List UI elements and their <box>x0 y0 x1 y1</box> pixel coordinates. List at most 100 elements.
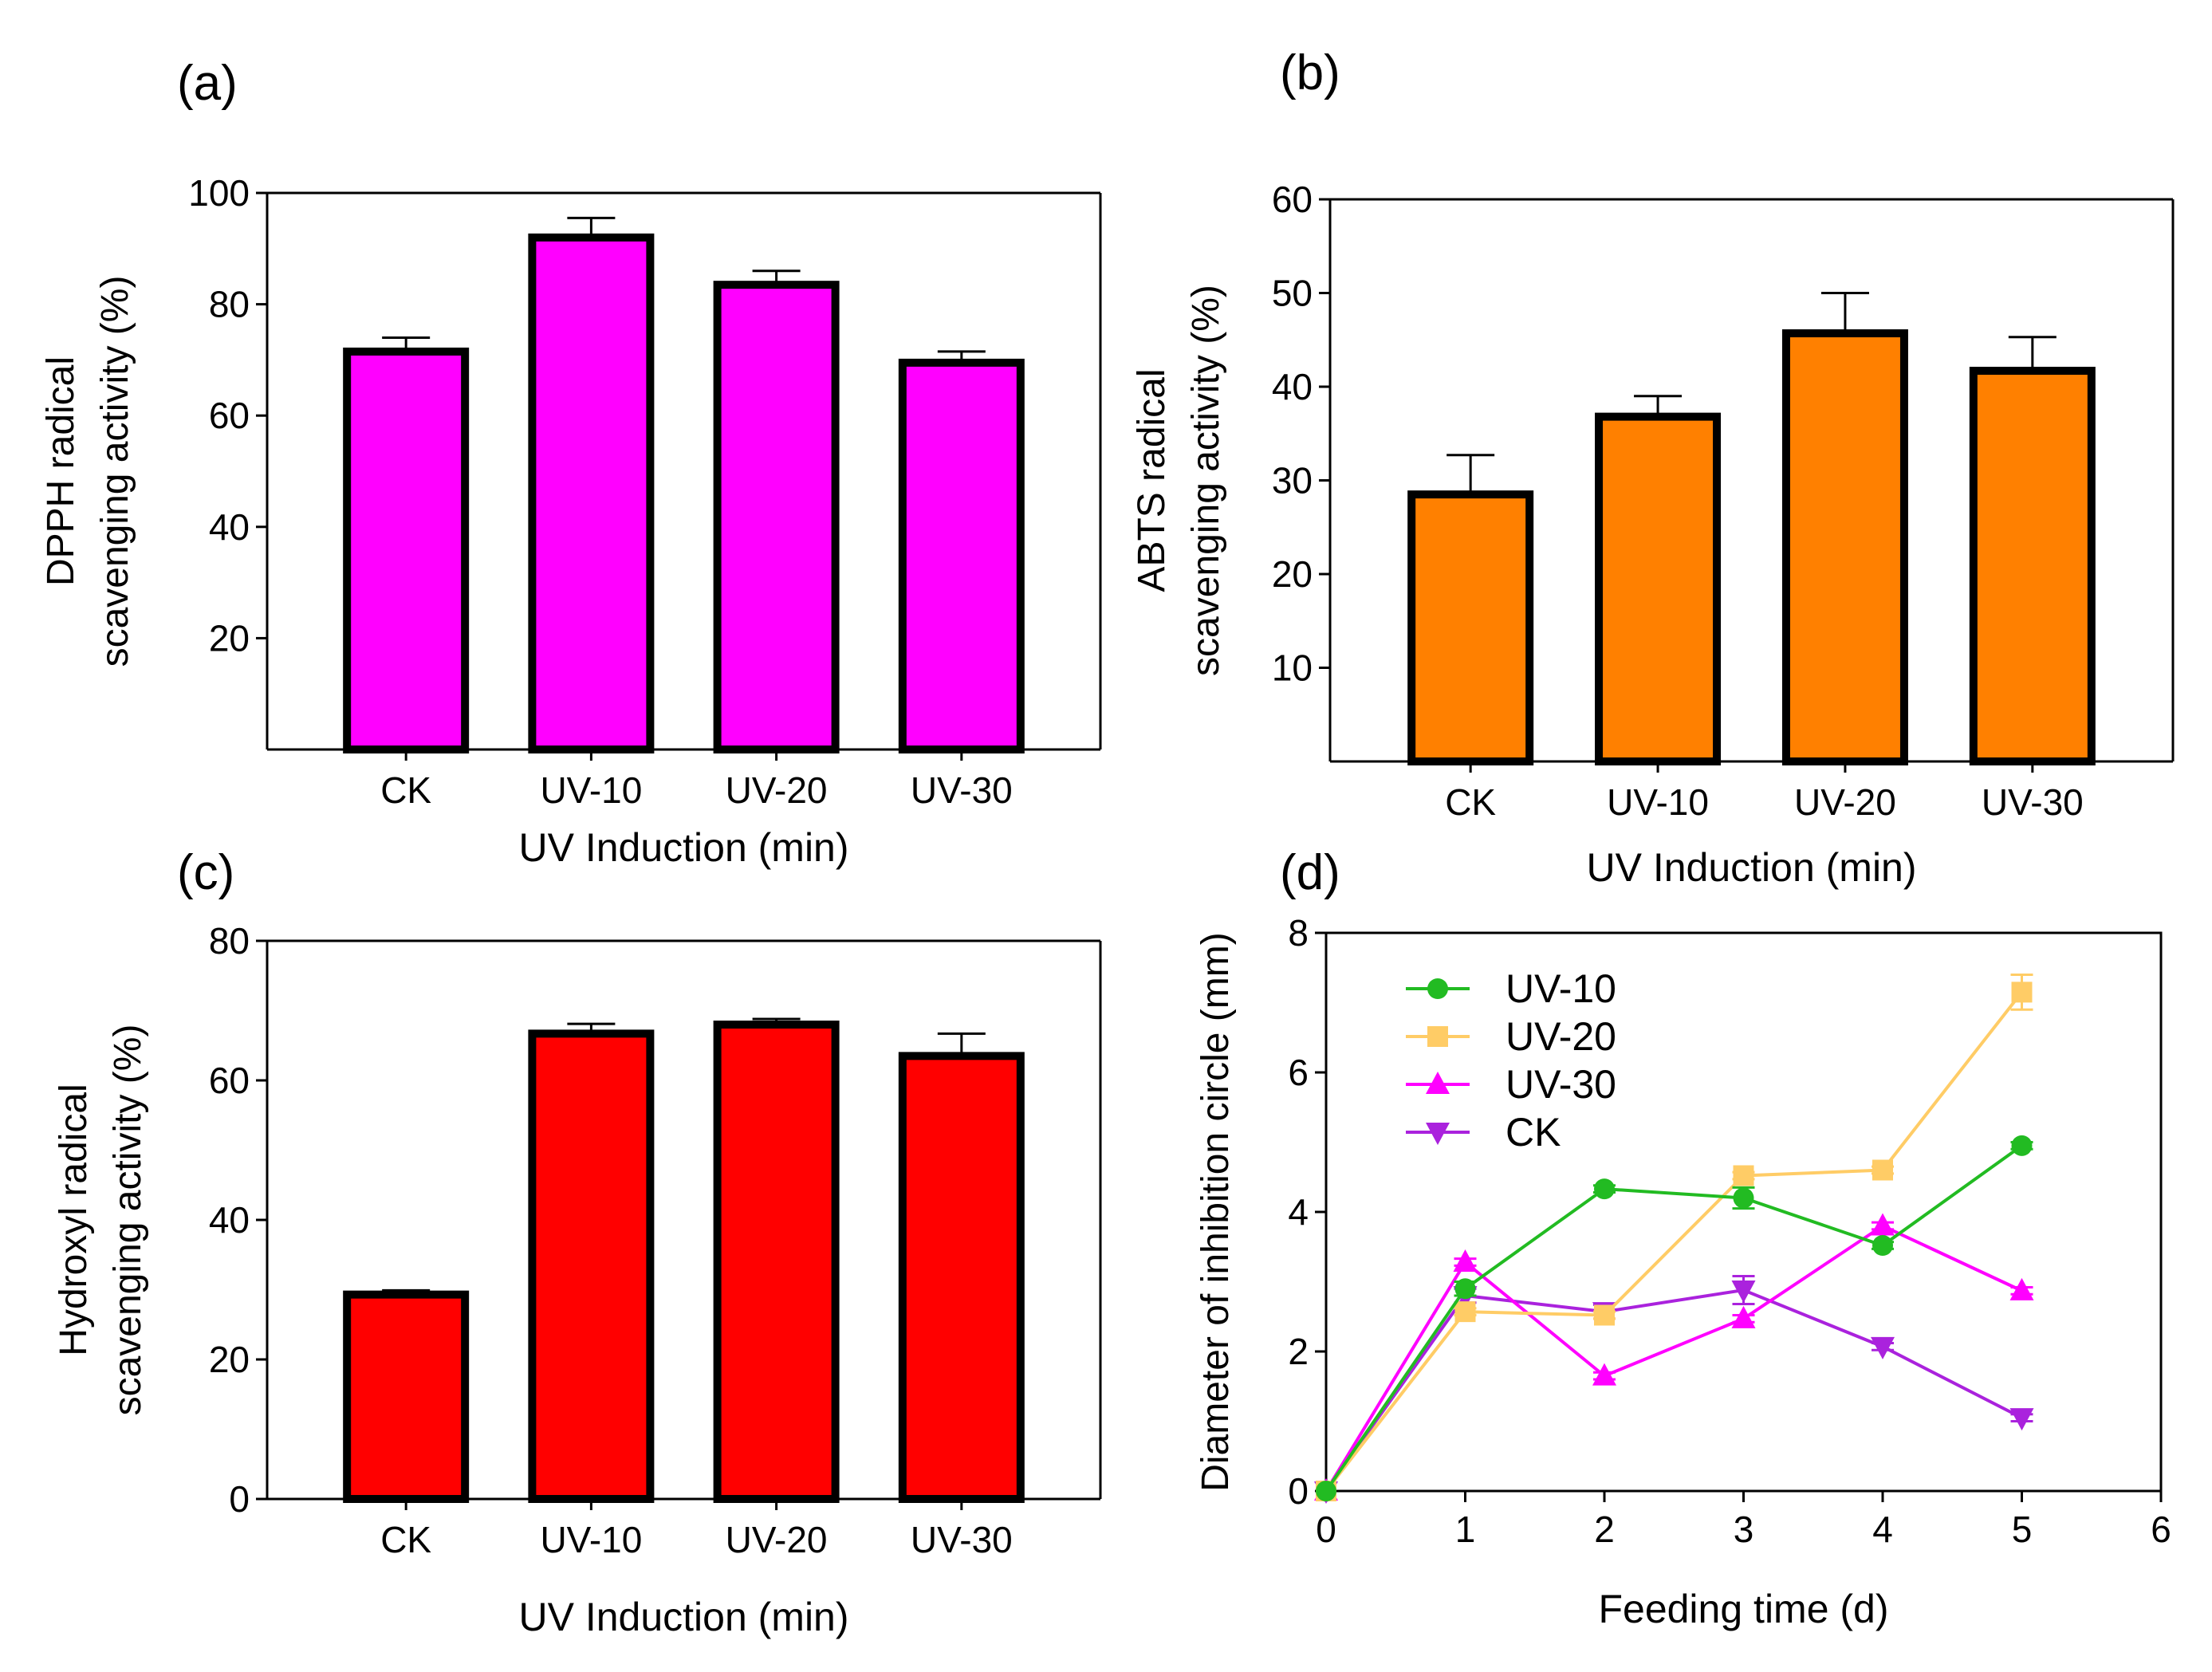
bar-uv-10 <box>1595 412 1722 765</box>
plot-frame <box>1324 931 2163 1493</box>
y-tick-label: 2 <box>1288 1331 1309 1372</box>
data-point <box>1871 1336 1895 1359</box>
bar-ck <box>343 347 470 753</box>
x-tick-label: CK <box>1445 781 1496 823</box>
y-tick-label: 60 <box>209 395 250 436</box>
y-axis-title: Diameter of inhibition circle (mm) <box>1195 932 1237 1492</box>
data-point <box>1454 1301 1476 1323</box>
panel-label: (b) <box>1280 45 1340 100</box>
bar-uv-20 <box>713 281 840 754</box>
x-axis-title: UV Induction (min) <box>1586 845 1916 890</box>
y-axis-title-line: scavenging activity (%) <box>94 276 136 667</box>
panel-label: (d) <box>1280 845 1340 900</box>
data-point <box>1871 1213 1895 1236</box>
y-tick-label: 60 <box>1272 179 1313 220</box>
series-line <box>1324 1144 2023 1493</box>
panel-label: (a) <box>177 56 238 111</box>
legend-label: UV-20 <box>1505 1014 1616 1059</box>
legend-marker <box>1426 1072 1450 1094</box>
x-axis-title: UV Induction (min) <box>518 825 848 870</box>
y-tick-label: 80 <box>209 284 250 325</box>
x-tick-label: UV-10 <box>540 1519 642 1560</box>
panel-b: (b) 10 20 30 40 50 60 CK UV-10 UV-20 UV-30 UV Induc… <box>1131 45 2175 890</box>
bar-uv-30 <box>898 1052 1025 1503</box>
data-point <box>1454 1278 1476 1300</box>
data-point <box>1872 1159 1893 1181</box>
x-tick-label: UV-10 <box>540 769 642 811</box>
x-tick-label: UV-20 <box>726 1519 828 1560</box>
y-axis-title-line: DPPH radical <box>40 356 82 586</box>
y-tick-label: 40 <box>209 506 250 548</box>
data-point <box>1733 1165 1754 1186</box>
data-point <box>1453 1249 1478 1272</box>
data-point <box>1316 1481 1336 1501</box>
y-tick-label: 100 <box>188 172 250 214</box>
x-tick-label: UV-30 <box>911 1519 1013 1560</box>
x-tick-label: 5 <box>2012 1509 2033 1550</box>
series-line <box>1324 991 2024 1493</box>
data-point <box>1733 1187 1754 1209</box>
y-tick-label: 80 <box>209 920 250 962</box>
x-tick-label: 3 <box>1734 1509 1754 1550</box>
data-point <box>2009 1408 2034 1431</box>
series-uv-10 <box>1316 1135 2033 1501</box>
data-point <box>1594 1304 1615 1326</box>
x-tick-label: 6 <box>2151 1509 2171 1550</box>
y-tick-label: 30 <box>1272 460 1313 502</box>
x-tick-label: 1 <box>1455 1509 1476 1550</box>
data-point <box>1592 1363 1616 1386</box>
x-tick-label: CK <box>380 769 431 811</box>
x-tick-label: 0 <box>1316 1509 1336 1550</box>
bar-uv-30 <box>898 358 1025 753</box>
data-point <box>1872 1235 1893 1256</box>
legend-label: CK <box>1505 1110 1561 1155</box>
bar-ck <box>1407 490 1534 765</box>
y-tick-label: 60 <box>209 1060 250 1101</box>
legend-marker <box>1427 1026 1448 1047</box>
y-tick-label: 8 <box>1288 912 1309 954</box>
series-uv-20 <box>1316 974 2033 1501</box>
y-tick-label: 40 <box>209 1199 250 1241</box>
legend-marker <box>1427 978 1448 999</box>
y-axis-title-line: scavenging activity (%) <box>107 1025 149 1416</box>
x-tick-label: UV-30 <box>911 769 1013 811</box>
y-axis-title-line: ABTS radical <box>1131 368 1173 592</box>
y-axis-title-line: scavenging activity (%) <box>1185 285 1227 676</box>
bar-uv-20 <box>713 1021 840 1503</box>
y-tick-label: 50 <box>1272 273 1313 314</box>
data-point <box>1594 1178 1615 1200</box>
x-tick-label: 4 <box>1872 1509 1893 1550</box>
y-tick-label: 20 <box>209 617 250 659</box>
legend-label: UV-10 <box>1505 966 1616 1011</box>
y-axis-title-line: Hydroxyl radical <box>53 1084 95 1355</box>
y-tick-label: 20 <box>1272 553 1313 595</box>
y-tick-label: 6 <box>1288 1052 1309 1093</box>
data-point <box>2011 982 2033 1003</box>
panel-a: (a) 20 40 60 80 100 CK UV-10 UV-20 UV-30 UV Induct… <box>40 56 1102 870</box>
bar-uv-10 <box>528 1029 655 1503</box>
data-point <box>2011 1135 2033 1156</box>
y-tick-label: 0 <box>1288 1470 1309 1512</box>
data-point <box>1731 1281 1756 1303</box>
series-line <box>1324 1224 2023 1493</box>
y-tick-label: 10 <box>1272 647 1313 689</box>
bar-ck <box>343 1290 470 1503</box>
x-tick-label: UV-20 <box>726 769 828 811</box>
y-tick-label: 20 <box>209 1339 250 1380</box>
x-tick-label: UV-30 <box>1982 781 2084 823</box>
bar-uv-10 <box>528 233 655 753</box>
legend-label: UV-30 <box>1505 1062 1616 1107</box>
y-tick-label: 4 <box>1288 1191 1309 1233</box>
data-point <box>1731 1305 1756 1328</box>
panel-label: (c) <box>177 845 234 900</box>
x-tick-label: UV-20 <box>1794 781 1896 823</box>
series-line <box>1324 1288 2023 1493</box>
x-axis-title: Feeding time (d) <box>1598 1587 1888 1631</box>
x-tick-label: CK <box>380 1519 431 1560</box>
panel-c: (c) 0 20 40 60 80 CK UV-10 UV-20 UV-30 UV Inductio… <box>53 845 1102 1639</box>
y-tick-label: 40 <box>1272 366 1313 407</box>
panel-d: (d) 0 2 4 6 8 0 1 2 3 4 5 6 Feeding time (d) Diameter … <box>1195 845 2171 1631</box>
x-axis-title: UV Induction (min) <box>518 1595 848 1639</box>
